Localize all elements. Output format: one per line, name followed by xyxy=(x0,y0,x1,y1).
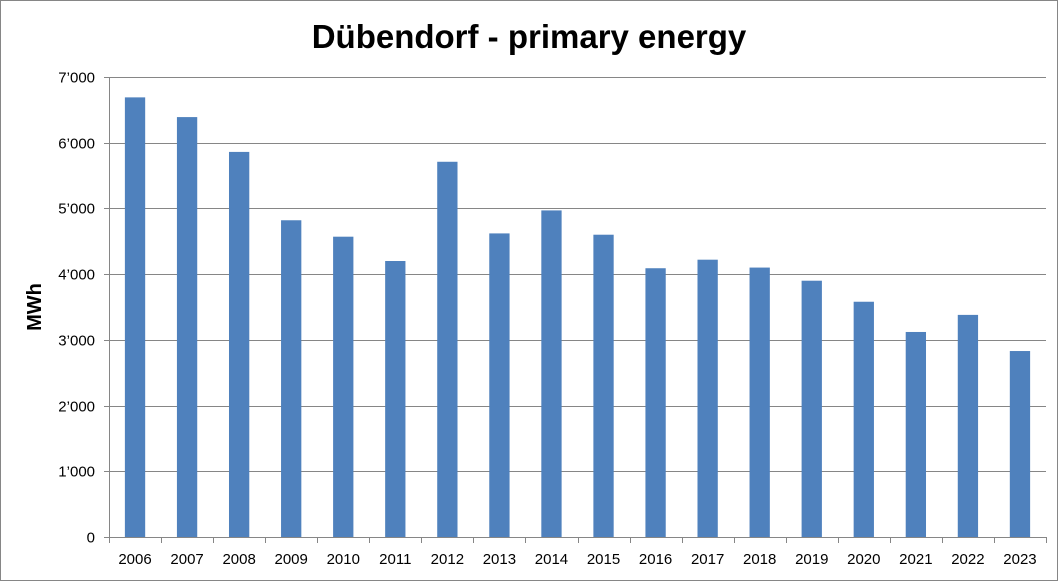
bar-2012 xyxy=(437,161,458,537)
x-tick-label: 2009 xyxy=(275,551,308,568)
bars xyxy=(124,97,1031,538)
x-tick-label: 2011 xyxy=(379,551,411,568)
bar-2018 xyxy=(749,267,770,537)
bar-2020 xyxy=(853,301,874,537)
x-tick-label: 2012 xyxy=(431,551,464,568)
x-tick-label: 2007 xyxy=(170,551,203,568)
x-tick-label: 2015 xyxy=(587,551,620,568)
x-tick-label: 2017 xyxy=(691,551,724,568)
bar-2014 xyxy=(541,210,562,537)
y-tick-label: 1’000 xyxy=(58,464,95,481)
x-tick-label: 2019 xyxy=(795,551,828,568)
bar-2021 xyxy=(905,331,927,537)
y-tick-label: 7’000 xyxy=(58,70,95,87)
bar-2022 xyxy=(957,314,979,537)
y-tick-labels: 0 1’000 2’000 3’000 4’000 5’000 6’000 7’000 xyxy=(58,70,95,547)
x-tick-label: 2022 xyxy=(951,551,984,568)
bar-2008 xyxy=(228,151,250,537)
gridlines xyxy=(109,77,1046,472)
x-tick-label: 2016 xyxy=(639,551,672,568)
x-tick-label: 2008 xyxy=(222,551,255,568)
axes xyxy=(104,77,1047,543)
x-tick-label: 2013 xyxy=(483,551,516,568)
bar-2017 xyxy=(697,259,718,537)
y-tick-label: 2’000 xyxy=(58,399,95,416)
bar-2015 xyxy=(593,234,614,537)
bar-2013 xyxy=(489,233,510,537)
bar-2007 xyxy=(176,117,198,537)
bar-2006 xyxy=(124,97,146,538)
bar-2019 xyxy=(801,280,822,537)
y-tick-label: 5’000 xyxy=(58,201,95,218)
chart-title: Dübendorf - primary energy xyxy=(312,18,747,55)
x-tick-label: 2018 xyxy=(743,551,776,568)
bar-2023 xyxy=(1009,351,1031,537)
x-tick-label: 2014 xyxy=(535,551,568,568)
y-tick-label: 4’000 xyxy=(58,267,95,284)
x-tick-label: 2023 xyxy=(1003,551,1036,568)
x-tick-label: 2020 xyxy=(847,551,880,568)
bar-2009 xyxy=(281,220,302,537)
x-tick-label: 2006 xyxy=(118,551,151,568)
y-tick-label: 0 xyxy=(87,530,95,547)
y-tick-label: 3’000 xyxy=(58,333,95,350)
bar-2016 xyxy=(645,268,666,537)
y-axis-label: MWh xyxy=(24,283,46,331)
x-tick-label: 2021 xyxy=(899,551,932,568)
y-tick-label: 6’000 xyxy=(58,136,95,153)
x-tick-labels: 2006 2007 2008 2009 2010 2011 2012 2013 2014 2015… xyxy=(118,551,1036,568)
bar-2010 xyxy=(333,236,354,537)
bar-2011 xyxy=(385,261,406,537)
x-tick-label: 2010 xyxy=(327,551,360,568)
